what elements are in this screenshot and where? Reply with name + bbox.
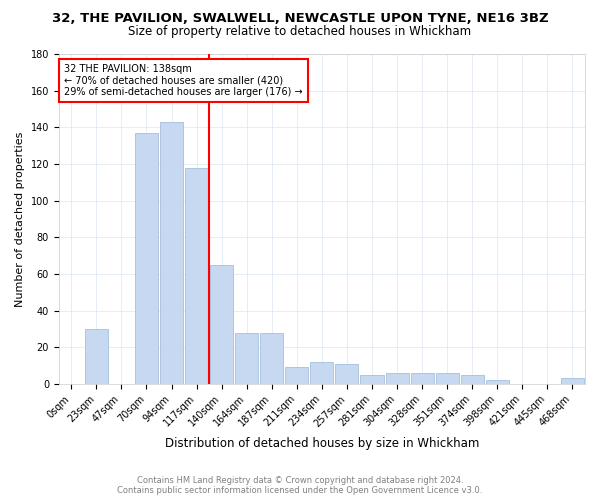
Text: 32, THE PAVILION, SWALWELL, NEWCASTLE UPON TYNE, NE16 3BZ: 32, THE PAVILION, SWALWELL, NEWCASTLE UP… [52,12,548,26]
Bar [235,332,258,384]
Bar [210,265,233,384]
Text: Contains HM Land Registry data © Crown copyright and database right 2024.
Contai: Contains HM Land Registry data © Crown c… [118,476,482,495]
Bar [185,168,208,384]
Bar [410,373,434,384]
Y-axis label: Number of detached properties: Number of detached properties [15,132,25,306]
Bar [561,378,584,384]
Text: Size of property relative to detached houses in Whickham: Size of property relative to detached ho… [128,25,472,38]
Text: 32 THE PAVILION: 138sqm
← 70% of detached houses are smaller (420)
29% of semi-d: 32 THE PAVILION: 138sqm ← 70% of detache… [64,64,302,97]
Bar [486,380,509,384]
Bar [386,373,409,384]
Bar [135,133,158,384]
Bar [160,122,183,384]
X-axis label: Distribution of detached houses by size in Whickham: Distribution of detached houses by size … [165,437,479,450]
Bar [310,362,334,384]
Bar [436,373,459,384]
Bar [85,329,108,384]
Bar [361,375,383,384]
Bar [461,375,484,384]
Bar [286,368,308,384]
Bar [260,332,283,384]
Bar [335,364,358,384]
